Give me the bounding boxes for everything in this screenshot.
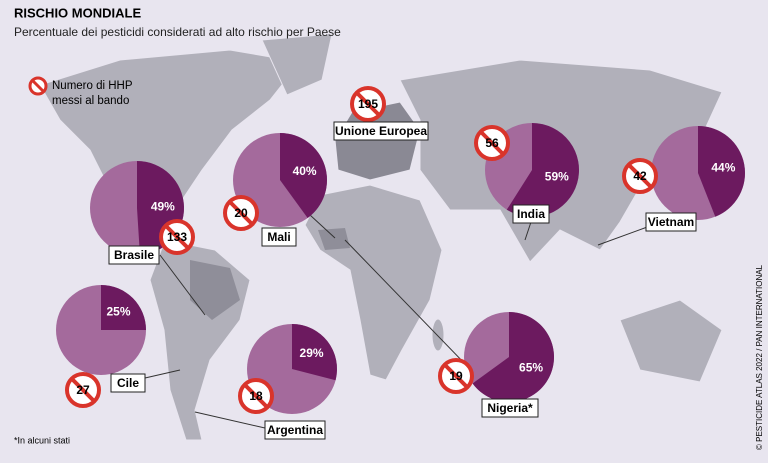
- country-label: Nigeria*: [487, 401, 533, 415]
- credit: © PESTICIDE ATLAS 2022 / PAN INTERNATION…: [755, 264, 764, 450]
- banned-count: 27: [76, 383, 90, 397]
- pie-share: [280, 133, 327, 219]
- country-label-box: [512, 204, 550, 224]
- banned-count: 56: [485, 136, 499, 150]
- country-label-box: [110, 373, 146, 393]
- leader: [524, 221, 532, 241]
- pie-share: [506, 123, 579, 217]
- footnote: *In alcuni stati: [14, 435, 70, 445]
- pie-share: [292, 324, 337, 381]
- pie-share: [472, 312, 554, 402]
- pie-share: [101, 285, 146, 330]
- pie-share: [698, 126, 745, 217]
- country-label: Argentina: [267, 423, 323, 437]
- share-label: 25%: [106, 305, 130, 319]
- legend-text: messi al bando: [52, 95, 129, 107]
- share-label: 65%: [519, 360, 543, 374]
- title: RISCHIO MONDIALE: [14, 5, 141, 20]
- leader: [159, 254, 206, 316]
- ban-slash: [70, 377, 96, 403]
- ban-slash: [627, 163, 653, 189]
- ban-slash: [479, 130, 505, 156]
- country-label-box: [261, 227, 297, 247]
- country-label-box: [264, 420, 326, 440]
- banned-count: 20: [234, 206, 248, 220]
- leader: [144, 369, 181, 379]
- ban-slash: [243, 383, 269, 409]
- country-label: Unione Europea: [335, 124, 427, 138]
- leader: [194, 411, 266, 429]
- country-label-box: [481, 398, 539, 418]
- banned-count: 18: [249, 389, 263, 403]
- share-label: 59%: [545, 169, 569, 183]
- leader: [309, 214, 336, 239]
- share-label: 49%: [151, 199, 175, 213]
- country-label: Vietnam: [648, 215, 694, 229]
- share-label: 44%: [711, 160, 735, 174]
- share-label: 40%: [293, 164, 317, 178]
- banned-count: 133: [167, 230, 187, 244]
- country-label-box: [333, 121, 429, 141]
- legend: Numero di HHP messi al bando: [28, 76, 133, 107]
- ban-slash: [164, 224, 190, 250]
- share-label: 29%: [300, 346, 324, 360]
- ban-slash: [355, 91, 381, 117]
- subtitle: Percentuale dei pesticidi considerati ad…: [14, 25, 341, 39]
- legend-text: Numero di HHP: [52, 80, 133, 92]
- ban-slash: [443, 363, 469, 389]
- country-label: Mali: [267, 230, 290, 244]
- country-label: Cile: [117, 376, 139, 390]
- country-label: India: [517, 207, 545, 221]
- country-label-box: [108, 245, 160, 265]
- leader: [597, 225, 651, 246]
- country-label-box: [645, 212, 697, 232]
- country-label: Brasile: [114, 248, 154, 262]
- banned-count: 42: [633, 169, 647, 183]
- banned-count: 19: [449, 369, 463, 383]
- banned-count: 195: [358, 97, 378, 111]
- ban-slash: [228, 200, 254, 226]
